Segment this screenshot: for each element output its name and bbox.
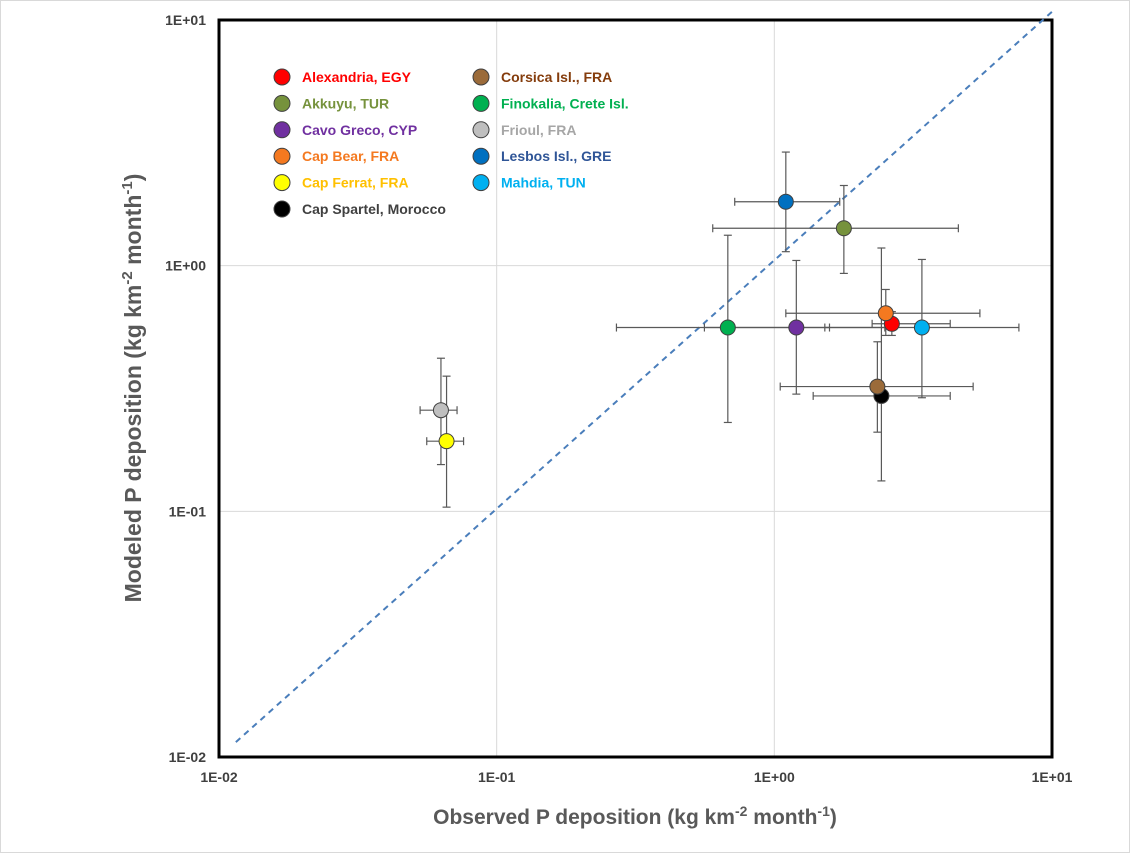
legend-label: Cavo Greco, CYP <box>302 122 417 138</box>
legend-label: Mahdia, TUN <box>501 175 586 191</box>
data-points <box>432 193 930 450</box>
legend: Alexandria, EGY Akkuyu, TUR Cavo Greco, CY… <box>273 68 629 218</box>
legend-label: Cap Ferrat, FRA <box>302 175 409 191</box>
legend-marker <box>472 68 490 86</box>
point-cap-ferrat-fra <box>438 433 455 450</box>
legend-marker <box>472 147 490 165</box>
x-tick-label: 1E-01 <box>478 769 516 785</box>
legend-item-mahdia-tun: Mahdia, TUN <box>472 174 586 192</box>
legend-marker <box>273 174 291 192</box>
legend-item-cap-spartel-morocco: Cap Spartel, Morocco <box>273 200 446 218</box>
legend-item-frioul-fra: Frioul, FRA <box>472 121 576 139</box>
legend-marker <box>472 94 490 112</box>
y-axis-label: Modeled P deposition (kg km-2 month-1) <box>119 174 146 603</box>
legend-label: Akkuyu, TUR <box>302 95 389 111</box>
legend-marker <box>273 121 291 139</box>
x-axis-label: Observed P deposition (kg km-2 month-1) <box>433 803 837 829</box>
y-tick-label: 1E-01 <box>169 503 207 519</box>
legend-item-corsica-isl-fra: Corsica Isl., FRA <box>472 68 612 86</box>
point-finokalia-crete-isl <box>719 319 736 336</box>
legend-marker <box>273 94 291 112</box>
legend-item-cap-ferrat-fra: Cap Ferrat, FRA <box>273 174 409 192</box>
y-tick-label: 1E+00 <box>165 258 206 274</box>
point-cavo-greco-cyp <box>788 319 805 336</box>
x-tick-label: 1E+00 <box>754 769 795 785</box>
tick-labels: 1E-02 1E-01 1E+00 1E+01 1E-02 1E-01 1E+00 1E+01 <box>165 12 1073 785</box>
point-akkuyu-tur <box>835 220 852 237</box>
x-tick-label: 1E-02 <box>200 769 238 785</box>
legend-label: Finokalia, Crete Isl. <box>501 95 629 111</box>
legend-label: Corsica Isl., FRA <box>501 69 612 85</box>
point-cap-bear-fra <box>877 305 894 322</box>
error-bar-cap-spartel-morocco <box>812 247 951 482</box>
point-corsica-isl-fra <box>869 378 886 395</box>
legend-item-cap-bear-fra: Cap Bear, FRA <box>273 147 399 165</box>
legend-label: Alexandria, EGY <box>302 69 412 85</box>
legend-item-akkuyu-tur: Akkuyu, TUR <box>273 94 389 112</box>
point-lesbos-isl-gre <box>777 193 794 210</box>
point-mahdia-tun <box>913 319 930 336</box>
x-tick-label: 1E+01 <box>1032 769 1073 785</box>
legend-marker <box>273 147 291 165</box>
legend-item-alexandria-egy: Alexandria, EGY <box>273 68 412 86</box>
y-tick-label: 1E+01 <box>165 12 206 28</box>
legend-label: Cap Spartel, Morocco <box>302 201 446 217</box>
y-tick-label: 1E-02 <box>169 749 207 765</box>
legend-item-finokalia-crete-isl: Finokalia, Crete Isl. <box>472 94 629 112</box>
plot-area-border <box>217 18 1054 759</box>
point-frioul-fra <box>432 402 449 419</box>
legend-marker <box>273 68 291 86</box>
legend-marker <box>472 121 490 139</box>
legend-label: Frioul, FRA <box>501 122 576 138</box>
legend-label: Lesbos Isl., GRE <box>501 148 611 164</box>
legend-label: Cap Bear, FRA <box>302 148 399 164</box>
legend-item-lesbos-isl-gre: Lesbos Isl., GRE <box>472 147 611 165</box>
legend-marker <box>472 174 490 192</box>
legend-item-cavo-greco-cyp: Cavo Greco, CYP <box>273 121 417 139</box>
legend-marker <box>273 200 291 218</box>
